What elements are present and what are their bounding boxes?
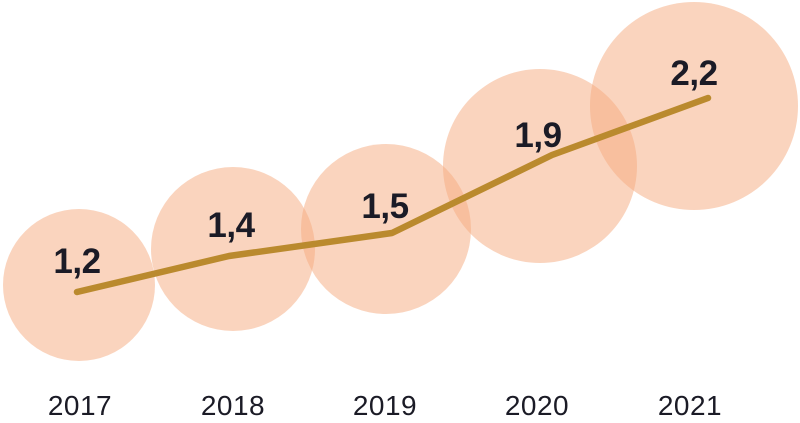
bubble-2018 xyxy=(151,167,315,331)
trend-line xyxy=(73,94,712,296)
x-axis-labels: 2017 2018 2019 2020 2021 xyxy=(48,390,722,421)
value-label-2019: 1,5 xyxy=(361,187,408,226)
x-axis-label-2019: 2019 xyxy=(353,390,417,421)
bubble-series xyxy=(3,2,798,361)
x-axis-label-2021: 2021 xyxy=(658,390,722,421)
value-label-2021: 2,2 xyxy=(670,54,717,93)
bubble-2017 xyxy=(3,209,155,361)
bubble-2019 xyxy=(301,144,471,314)
value-labels: 1,2 1,4 1,5 1,9 2,2 xyxy=(53,54,718,281)
bubble-2020 xyxy=(443,69,637,263)
x-axis-label-2017: 2017 xyxy=(48,390,112,421)
value-label-2020: 1,9 xyxy=(514,116,561,155)
x-axis-label-2018: 2018 xyxy=(201,390,265,421)
value-label-2017: 1,2 xyxy=(53,242,100,281)
x-axis-label-2020: 2020 xyxy=(505,390,569,421)
value-label-2018: 1,4 xyxy=(207,206,255,245)
